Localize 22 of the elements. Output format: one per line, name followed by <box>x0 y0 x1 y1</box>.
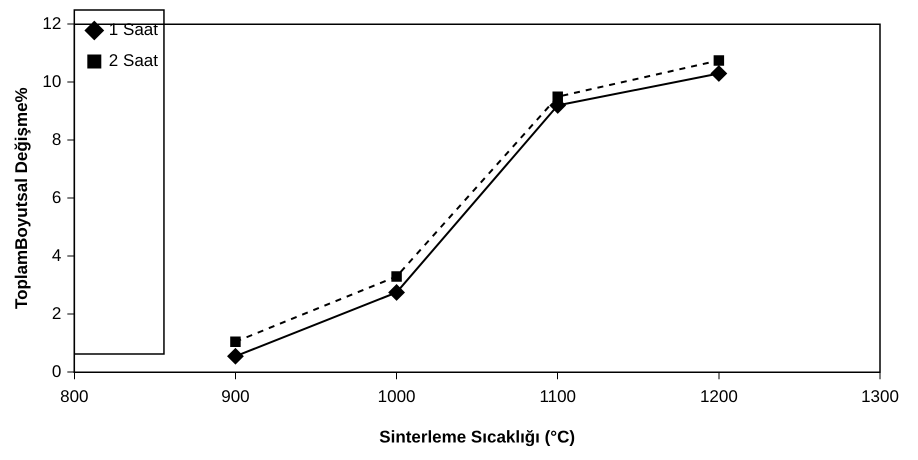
y-tick-label: 2 <box>52 304 62 323</box>
point <box>388 284 405 300</box>
y-tick-label: 10 <box>42 72 62 91</box>
x-tick-label: 900 <box>221 387 250 406</box>
x-tick-label: 1300 <box>861 387 899 406</box>
x-tick-label: 1200 <box>700 387 738 406</box>
point <box>230 336 241 347</box>
y-tick-label: 4 <box>52 246 62 265</box>
legend-label: 2 Saat <box>108 51 158 70</box>
x-tick-label: 1100 <box>539 387 576 406</box>
x-tick-label: 800 <box>60 387 88 406</box>
y-tick-label: 12 <box>42 14 62 33</box>
y-tick-label: 6 <box>52 188 62 207</box>
y-tick-label: 8 <box>52 130 62 149</box>
point <box>710 66 727 82</box>
point <box>391 271 402 282</box>
y-axis-title: ToplamBoyutsal Değişme% <box>12 87 31 310</box>
y-tick-label: 0 <box>52 362 62 381</box>
point <box>714 55 724 66</box>
x-tick-label: 1000 <box>378 387 416 406</box>
point <box>227 348 244 364</box>
x-axis-title: Sinterleme Sıcaklığı (°C) <box>379 427 576 446</box>
